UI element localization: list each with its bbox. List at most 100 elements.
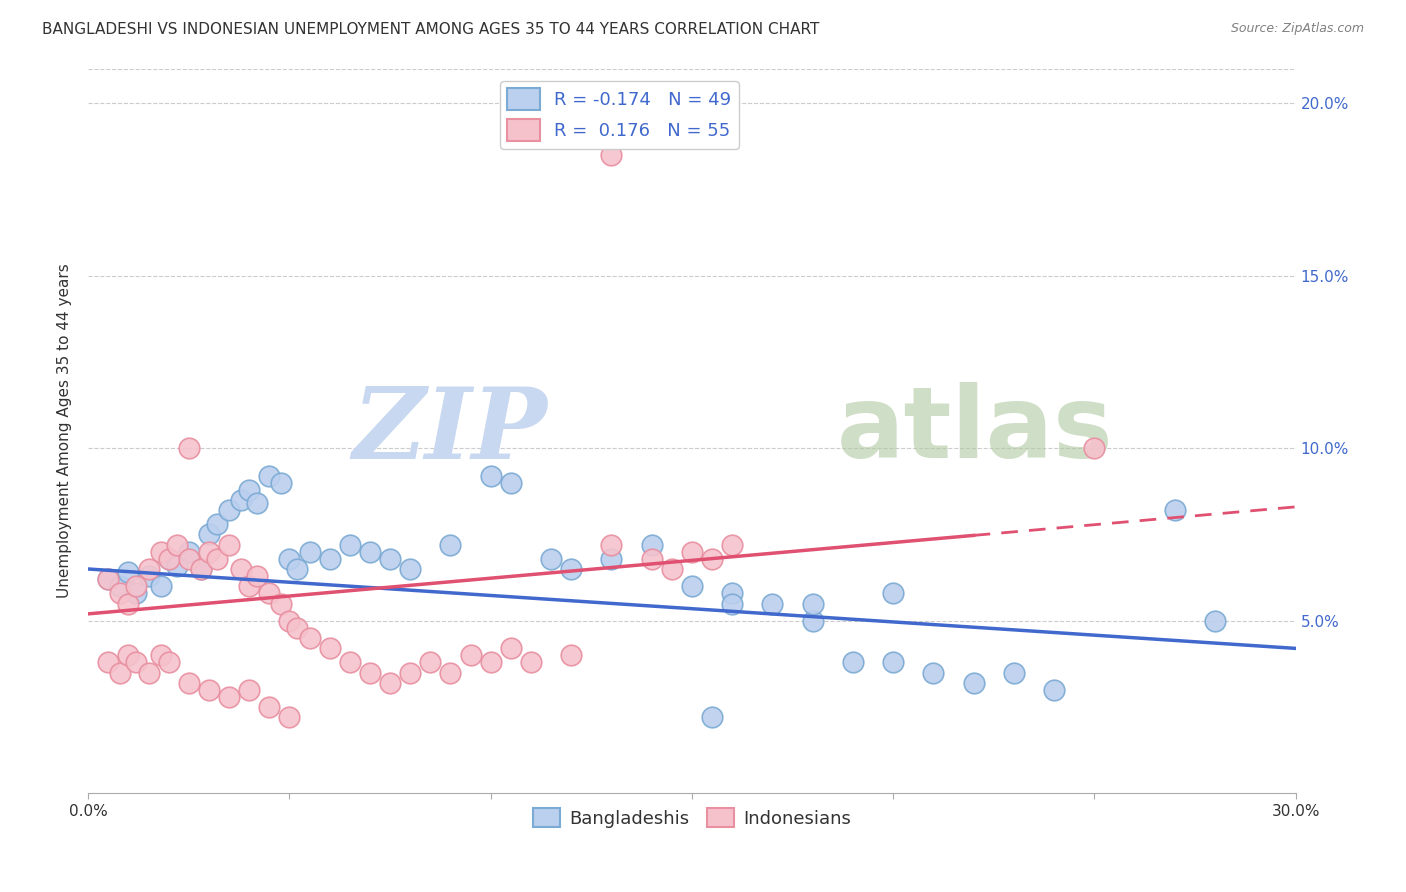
Point: [229, 562, 252, 576]
Point: [1002, 665, 1025, 680]
Point: [238, 483, 260, 497]
Point: [149, 545, 172, 559]
Point: [198, 545, 221, 559]
Point: [600, 148, 623, 162]
Point: [97, 572, 120, 586]
Point: [205, 517, 228, 532]
Point: [640, 551, 662, 566]
Point: [166, 558, 188, 573]
Point: [259, 586, 281, 600]
Point: [339, 655, 361, 669]
Point: [540, 551, 562, 566]
Text: atlas: atlas: [837, 383, 1114, 479]
Point: [97, 572, 120, 586]
Point: [149, 648, 172, 663]
Point: [110, 579, 132, 593]
Point: [378, 676, 401, 690]
Point: [246, 496, 269, 510]
Point: [1043, 682, 1066, 697]
Point: [229, 492, 252, 507]
Point: [479, 468, 502, 483]
Point: [138, 665, 160, 680]
Point: [198, 527, 221, 541]
Point: [700, 710, 723, 724]
Point: [177, 551, 200, 566]
Point: [419, 655, 441, 669]
Point: [259, 468, 281, 483]
Point: [110, 665, 132, 680]
Point: [270, 475, 292, 490]
Text: BANGLADESHI VS INDONESIAN UNEMPLOYMENT AMONG AGES 35 TO 44 YEARS CORRELATION CHA: BANGLADESHI VS INDONESIAN UNEMPLOYMENT A…: [42, 22, 820, 37]
Point: [479, 655, 502, 669]
Point: [259, 700, 281, 714]
Point: [439, 665, 461, 680]
Point: [138, 562, 160, 576]
Point: [117, 566, 139, 580]
Point: [661, 562, 683, 576]
Point: [761, 597, 783, 611]
Text: ZIP: ZIP: [352, 383, 547, 479]
Point: [278, 710, 301, 724]
Point: [125, 586, 148, 600]
Point: [238, 579, 260, 593]
Point: [110, 586, 132, 600]
Y-axis label: Unemployment Among Ages 35 to 44 years: Unemployment Among Ages 35 to 44 years: [58, 263, 72, 599]
Point: [962, 676, 984, 690]
Point: [157, 551, 180, 566]
Point: [1164, 503, 1187, 517]
Point: [721, 586, 744, 600]
Point: [399, 665, 422, 680]
Point: [138, 569, 160, 583]
Point: [97, 655, 120, 669]
Point: [157, 655, 180, 669]
Point: [287, 621, 309, 635]
Point: [125, 579, 148, 593]
Point: [439, 538, 461, 552]
Point: [218, 503, 240, 517]
Legend: Bangladeshis, Indonesians: Bangladeshis, Indonesians: [526, 801, 858, 835]
Point: [721, 597, 744, 611]
Point: [149, 579, 172, 593]
Point: [278, 551, 301, 566]
Point: [190, 562, 212, 576]
Point: [560, 648, 582, 663]
Point: [117, 597, 139, 611]
Point: [600, 551, 623, 566]
Point: [681, 579, 703, 593]
Point: [640, 538, 662, 552]
Point: [339, 538, 361, 552]
Point: [238, 682, 260, 697]
Point: [399, 562, 422, 576]
Point: [218, 538, 240, 552]
Point: [177, 441, 200, 455]
Point: [177, 676, 200, 690]
Point: [205, 551, 228, 566]
Point: [359, 545, 381, 559]
Point: [117, 648, 139, 663]
Point: [721, 538, 744, 552]
Point: [801, 597, 824, 611]
Point: [166, 538, 188, 552]
Point: [190, 562, 212, 576]
Point: [600, 538, 623, 552]
Point: [270, 597, 292, 611]
Point: [218, 690, 240, 704]
Text: Source: ZipAtlas.com: Source: ZipAtlas.com: [1230, 22, 1364, 36]
Point: [318, 551, 340, 566]
Point: [1204, 614, 1226, 628]
Point: [318, 641, 340, 656]
Point: [882, 655, 904, 669]
Point: [681, 545, 703, 559]
Point: [378, 551, 401, 566]
Point: [246, 569, 269, 583]
Point: [460, 648, 482, 663]
Point: [560, 562, 582, 576]
Point: [842, 655, 865, 669]
Point: [198, 682, 221, 697]
Point: [157, 551, 180, 566]
Point: [298, 545, 321, 559]
Point: [125, 655, 148, 669]
Point: [1083, 441, 1105, 455]
Point: [700, 551, 723, 566]
Point: [882, 586, 904, 600]
